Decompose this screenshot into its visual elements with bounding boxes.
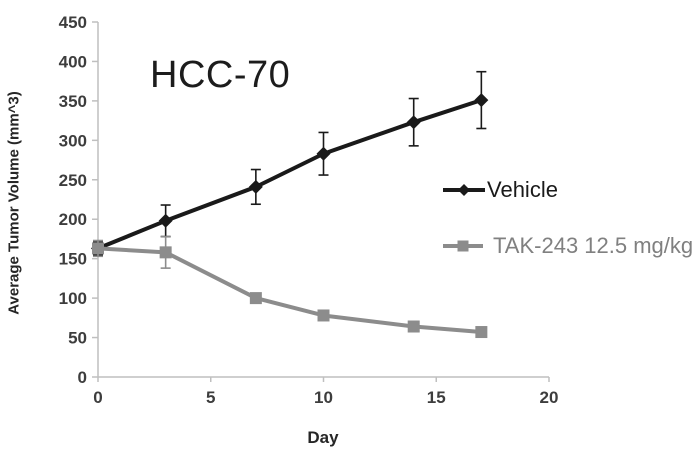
vehicle-line-diamond-swatch-icon [443, 184, 485, 196]
data-point-diamond [406, 115, 421, 130]
legend-item-tak243: TAK-243 12.5 mg/kg [443, 234, 693, 258]
data-point-square [92, 242, 104, 255]
legend-square [457, 240, 469, 252]
data-point-diamond [158, 213, 173, 228]
x-tick-label: 15 [427, 388, 446, 407]
y-tick-label: 450 [59, 13, 87, 32]
data-point-square [317, 309, 330, 322]
y-tick-label: 100 [59, 289, 87, 308]
data-point-square [407, 320, 420, 333]
y-tick-label: 150 [59, 250, 87, 269]
legend-label-vehicle: Vehicle [487, 177, 558, 202]
y-tick-label: 250 [59, 171, 87, 190]
data-point-square [475, 326, 488, 339]
data-point-square [249, 292, 262, 305]
x-tick-label: 0 [93, 388, 102, 407]
chart-title: HCC-70 [150, 54, 291, 96]
x-tick-label: 5 [206, 388, 215, 407]
data-point-diamond [474, 93, 489, 108]
legend-label-tak243: TAK-243 12.5 mg/kg [493, 233, 694, 258]
series-line [97, 246, 482, 335]
x-tick-label: 10 [314, 388, 333, 407]
legend-diamond [458, 184, 470, 196]
y-tick-label: 50 [68, 329, 87, 348]
data-point-square [159, 246, 172, 259]
legend: Vehicle TAK-243 12.5 mg/kg [443, 178, 693, 258]
legend-item-vehicle: Vehicle [443, 178, 693, 202]
series-tak243 [92, 235, 488, 339]
y-tick-label: 300 [59, 131, 87, 150]
tak243-line-square-swatch-icon [443, 240, 483, 252]
data-point-diamond [316, 146, 331, 161]
y-tick-label: 350 [59, 92, 87, 111]
series-line [97, 98, 482, 251]
x-tick-label: 20 [540, 388, 559, 407]
y-tick-label: 0 [78, 368, 87, 387]
data-point-diamond [248, 179, 263, 194]
x-axis-title: Day [307, 428, 339, 447]
y-tick-label: 200 [59, 210, 87, 229]
series-vehicle [91, 70, 489, 256]
y-tick-label: 400 [59, 52, 87, 71]
